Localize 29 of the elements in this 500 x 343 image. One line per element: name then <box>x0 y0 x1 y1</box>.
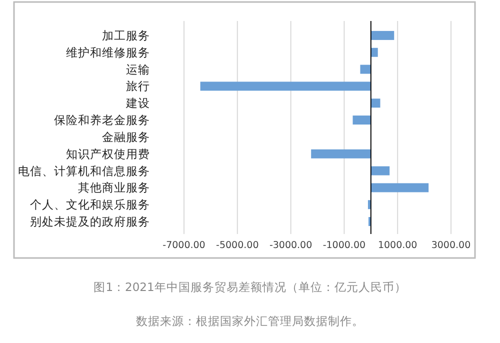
y-tick-label: 别处未提及的政府服务 <box>30 214 150 229</box>
y-tick-label: 建设 <box>125 96 150 110</box>
x-tick-label: 1000.00 <box>378 240 418 251</box>
x-tick-label: -3000.00 <box>269 240 312 251</box>
x-tick-label: -5000.00 <box>216 240 259 251</box>
y-tick-label: 维护和维修服务 <box>66 45 150 60</box>
y-tick-label: 旅行 <box>126 79 150 94</box>
x-tick-label: 3000.00 <box>431 240 471 251</box>
bar <box>370 183 429 192</box>
x-tick-label: -1000.00 <box>322 240 366 251</box>
bar <box>370 30 394 40</box>
bar <box>370 98 380 108</box>
y-tick-label: 金融服务 <box>102 130 150 144</box>
y-tick-label: 加工服务 <box>102 28 150 42</box>
bar <box>360 64 371 74</box>
bar <box>311 149 371 158</box>
bar <box>370 48 378 57</box>
y-tick-label: 其他商业服务 <box>78 180 150 195</box>
y-tick-label: 个人、文化和娱乐服务 <box>30 198 150 212</box>
y-tick-label: 知识产权使用费 <box>66 146 150 161</box>
y-tick-label: 电信、计算机和信息服务 <box>18 164 150 178</box>
source-note: 数据来源：根据国家外汇管理局数据制作。 <box>136 314 364 328</box>
x-tick-label: -7000.00 <box>162 240 206 251</box>
caption: 图1：2021年中国服务贸易差额情况（单位：亿元人民币） <box>94 280 406 294</box>
bar <box>200 82 371 91</box>
y-tick-label: 运输 <box>126 62 150 76</box>
bar <box>370 166 390 176</box>
bar <box>352 116 371 125</box>
y-tick-label: 保险和养老金服务 <box>54 113 150 128</box>
